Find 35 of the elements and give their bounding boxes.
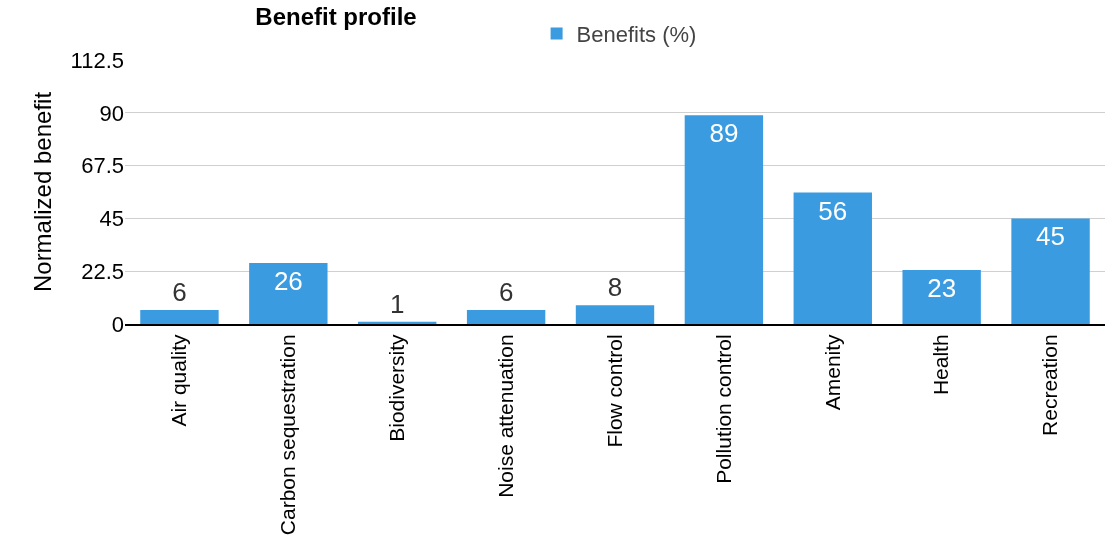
- data-label: 6: [498, 276, 514, 307]
- bar: [793, 192, 872, 324]
- x-tick-label: Health: [929, 334, 953, 396]
- data-label: 56: [818, 195, 848, 226]
- y-tick-label: 67.5: [81, 153, 124, 179]
- bar: [249, 262, 328, 324]
- legend-label: Benefits (%): [576, 22, 697, 48]
- chart-title: Benefit profile: [255, 2, 417, 30]
- x-tick-label: Carbon sequestration: [276, 334, 300, 536]
- data-label: 89: [709, 118, 739, 149]
- y-tick-label: 0: [111, 311, 124, 337]
- bar: [1011, 218, 1090, 324]
- y-tick-label: 90: [99, 100, 124, 126]
- data-label: 1: [389, 288, 405, 319]
- x-tick-label: Amenity: [820, 333, 844, 411]
- x-tick-label: Pollution control: [711, 334, 735, 484]
- data-label: 23: [927, 273, 957, 304]
- bar: [140, 309, 219, 324]
- bar: [466, 309, 546, 324]
- data-label: 45: [1036, 221, 1066, 252]
- y-tick-label: 22.5: [81, 258, 124, 284]
- bar: [575, 305, 655, 324]
- x-tick-label: Noise attenuation: [493, 334, 517, 498]
- x-tick-label: Recreation: [1038, 334, 1062, 436]
- data-label: 8: [607, 272, 623, 303]
- x-tick-label: Flow control: [602, 334, 626, 448]
- x-tick-label: Air quality: [167, 333, 191, 427]
- bar: [684, 115, 764, 324]
- y-axis-title: Normalized benefit: [28, 91, 56, 293]
- x-tick-label: Biodiversity: [385, 333, 409, 442]
- y-tick-label: 112.5: [70, 47, 124, 73]
- bar: [902, 270, 981, 324]
- data-label: 26: [273, 265, 303, 296]
- y-tick-label: 45: [99, 206, 124, 232]
- data-label: 6: [172, 276, 187, 307]
